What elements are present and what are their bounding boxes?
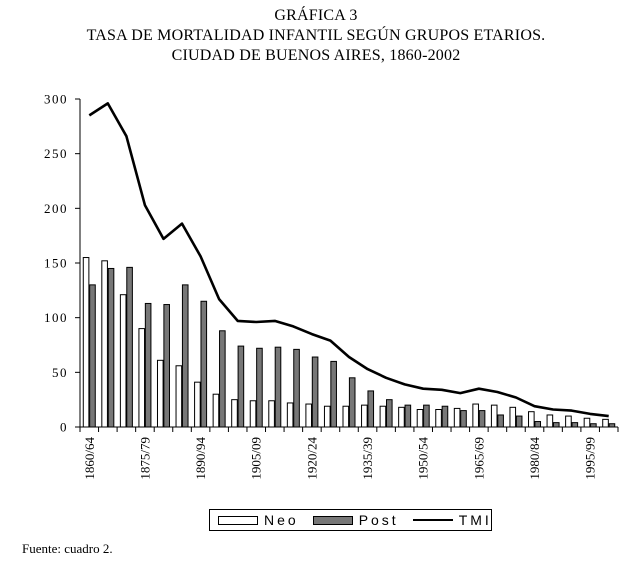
bar-neo <box>231 399 238 428</box>
x-tick-label: 1920/24 <box>304 437 319 480</box>
bar-post <box>441 405 449 428</box>
bar-post <box>107 267 115 428</box>
bar-neo <box>472 403 479 428</box>
bar-post <box>608 423 616 428</box>
bar-post <box>89 284 96 428</box>
legend-item-tmi: TMI <box>412 512 492 528</box>
bar-neo <box>305 403 312 428</box>
y-tick-label: 250 <box>44 146 68 161</box>
bar-neo <box>398 406 405 428</box>
bar-post <box>571 422 579 428</box>
bar-post <box>163 304 170 428</box>
bar-neo <box>156 359 164 428</box>
legend-label-post: Post <box>358 512 399 528</box>
chart-subtitle-location: CIUDAD DE BUENOS AIRES, 1860-2002 <box>171 47 461 64</box>
bar-post <box>293 348 300 428</box>
bar-neo <box>509 406 517 428</box>
bar-post <box>219 330 226 428</box>
bar-post <box>367 390 375 428</box>
chart-subtitle: TASA DE MORTALIDAD INFANTIL SEGÚN GRUPOS… <box>86 27 546 44</box>
bar-neo <box>361 404 368 428</box>
bar-neo <box>286 402 294 428</box>
x-tick-label: 1890/94 <box>193 437 208 480</box>
y-tick-label: 300 <box>44 92 68 107</box>
bar-neo <box>546 414 554 428</box>
bar-post <box>274 346 282 428</box>
x-tick-label: 1875/79 <box>137 437 152 480</box>
x-tick-label: 1935/39 <box>360 437 375 480</box>
bar-neo <box>82 257 90 428</box>
bar-post <box>404 404 412 428</box>
bar-neo <box>453 407 461 428</box>
x-tick-label: 1980/84 <box>527 437 542 480</box>
y-tick-label: 100 <box>44 310 68 325</box>
y-tick-label: 200 <box>44 201 68 216</box>
bar-neo <box>342 405 350 428</box>
legend-swatch-post <box>312 515 353 525</box>
chart-legend: Neo Post TMI <box>209 509 492 531</box>
bar-neo <box>528 411 535 428</box>
x-tick-label: 1995/99 <box>583 437 598 480</box>
x-tick-label: 1905/09 <box>249 437 264 480</box>
bar-neo <box>249 400 257 428</box>
bar-post <box>181 284 189 428</box>
x-tick-label: 1950/54 <box>416 437 431 480</box>
bar-neo <box>268 400 275 428</box>
bar-post <box>237 345 245 428</box>
bar-neo <box>323 405 331 428</box>
bar-post <box>552 422 560 428</box>
legend-label-tmi: TMI <box>458 512 492 528</box>
bar-post <box>200 300 208 428</box>
bar-post <box>144 302 152 428</box>
bar-post <box>330 360 337 428</box>
y-tick-label: 150 <box>44 256 68 271</box>
legend-swatch-tmi <box>412 519 453 521</box>
bar-neo <box>583 417 591 428</box>
bar-neo <box>435 409 442 428</box>
x-tick-label: 1965/69 <box>471 437 486 480</box>
y-tick-label: 0 <box>60 420 68 435</box>
bar-post <box>386 399 393 428</box>
legend-item-post: Post <box>312 512 399 528</box>
bar-post <box>497 414 504 428</box>
chart-titles: GRÁFICA 3 TASA DE MORTALIDAD INFANTIL SE… <box>0 6 632 66</box>
bar-neo <box>138 328 146 428</box>
x-tick-label: 1860/64 <box>82 437 97 480</box>
bar-post <box>126 266 133 428</box>
bar-neo <box>416 409 424 428</box>
bar-neo <box>175 365 183 428</box>
legend-label-neo: Neo <box>264 512 299 528</box>
bar-neo <box>101 260 108 428</box>
legend-swatch-neo <box>218 515 258 525</box>
bar-post <box>590 423 597 428</box>
bar-post <box>478 410 486 428</box>
line-tmi <box>88 102 609 418</box>
bar-post <box>460 410 467 428</box>
bar-neo <box>194 381 201 428</box>
legend-item-neo: Neo <box>218 512 299 528</box>
bar-post <box>311 356 319 428</box>
bar-neo <box>490 404 498 428</box>
bar-neo <box>379 405 387 428</box>
bar-post <box>256 347 263 428</box>
bar-neo <box>119 294 127 428</box>
bar-neo <box>602 418 609 428</box>
bar-post <box>423 404 430 428</box>
bar-post <box>534 421 542 428</box>
bar-post <box>515 415 523 428</box>
source-note: Fuente: cuadro 2. <box>22 541 113 556</box>
bar-neo <box>565 415 572 428</box>
bar-neo <box>212 393 220 428</box>
bar-post <box>348 377 356 428</box>
y-tick-label: 50 <box>52 365 68 380</box>
chart-title: GRÁFICA 3 <box>274 7 358 24</box>
